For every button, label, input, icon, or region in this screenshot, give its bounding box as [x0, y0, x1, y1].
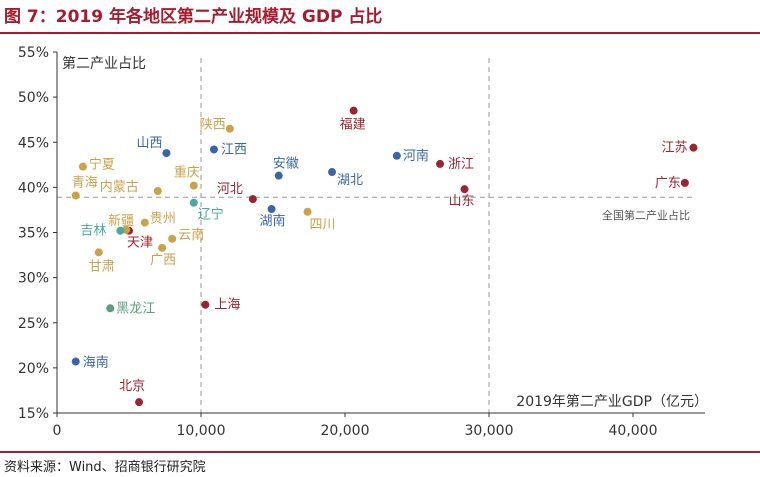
source-note: 资料来源：Wind、招商银行研究院 — [4, 460, 206, 475]
y-tick-label: 25% — [18, 316, 49, 332]
point-甘肃 — [94, 248, 103, 257]
label-山西: 山西 — [136, 136, 162, 151]
y-tick-label: 40% — [18, 180, 49, 196]
y-tick-label: 30% — [18, 271, 49, 287]
title-divider — [0, 32, 760, 34]
point-宁夏 — [78, 162, 87, 171]
label-海南: 海南 — [83, 355, 109, 371]
label-广西: 广西 — [150, 253, 176, 268]
label-北京: 北京 — [119, 379, 145, 394]
point-云南 — [168, 234, 177, 243]
point-福建 — [349, 106, 358, 115]
label-安徽: 安徽 — [273, 157, 299, 172]
point-重庆 — [189, 181, 198, 190]
point-江苏 — [689, 143, 698, 152]
label-云南: 云南 — [178, 227, 204, 243]
label-甘肃: 甘肃 — [89, 259, 115, 274]
label-青海: 青海 — [72, 175, 98, 190]
label-重庆: 重庆 — [174, 165, 200, 181]
point-广东 — [680, 178, 689, 187]
y-tick-label: 45% — [18, 135, 49, 151]
x-tick-label: 0 — [53, 423, 62, 439]
point-贵州 — [140, 218, 149, 227]
label-陕西: 陕西 — [200, 118, 226, 133]
point-安徽 — [274, 171, 283, 180]
point-广西 — [158, 243, 167, 252]
label-内蒙古: 内蒙古 — [100, 179, 139, 195]
y-tick-label: 20% — [18, 361, 49, 377]
label-新疆: 新疆 — [108, 213, 134, 229]
label-山东: 山东 — [449, 194, 475, 209]
label-吉林: 吉林 — [80, 224, 106, 239]
point-内蒙古 — [153, 186, 162, 195]
label-天津: 天津 — [127, 236, 153, 251]
y-tick-label: 35% — [18, 226, 49, 242]
label-江西: 江西 — [221, 142, 247, 157]
label-辽宁: 辽宁 — [198, 207, 224, 223]
national-average-label: 全国第二产业占比 — [602, 208, 690, 222]
point-山西 — [162, 149, 171, 158]
figure-title: 图 7：2019 年各地区第二产业规模及 GDP 占比 — [4, 7, 383, 27]
point-辽宁 — [189, 198, 198, 207]
label-湖北: 湖北 — [337, 173, 363, 188]
point-河南 — [392, 151, 401, 160]
x-tick-label: 30,000 — [465, 423, 514, 439]
label-浙江: 浙江 — [448, 157, 474, 172]
label-河北: 河北 — [217, 182, 243, 197]
label-福建: 福建 — [340, 118, 366, 133]
label-上海: 上海 — [214, 298, 240, 313]
point-吉林 — [116, 226, 125, 235]
data-points — [71, 106, 698, 407]
label-湖南: 湖南 — [260, 213, 286, 229]
point-海南 — [71, 357, 80, 366]
x-tick-label: 20,000 — [321, 423, 370, 439]
point-陕西 — [225, 124, 234, 133]
y-tick-label: 50% — [18, 90, 49, 106]
point-湖南 — [267, 205, 276, 214]
x-tick-label: 10,000 — [177, 423, 226, 439]
reference-lines — [57, 58, 695, 413]
point-北京 — [135, 398, 144, 407]
x-tick-label: 40,000 — [609, 423, 658, 439]
point-江西 — [209, 145, 218, 154]
point-四川 — [303, 207, 312, 216]
point-湖北 — [328, 168, 337, 177]
point-河北 — [248, 195, 257, 204]
point-上海 — [201, 300, 210, 309]
y-axis-label: 第二产业占比 — [62, 55, 146, 72]
point-浙江 — [436, 159, 445, 168]
label-河南: 河南 — [403, 148, 429, 164]
label-江苏: 江苏 — [661, 140, 687, 156]
label-广东: 广东 — [655, 176, 681, 191]
point-黑龙江 — [106, 304, 115, 313]
label-四川: 四川 — [310, 218, 336, 233]
axes: 15% 20% 25% 30% 35% 40% 45% 50% 55% 0 10,000 20,000… — [18, 45, 705, 439]
y-tick-label: 15% — [18, 406, 49, 422]
label-宁夏: 宁夏 — [89, 157, 115, 173]
label-黑龙江: 黑龙江 — [116, 301, 155, 316]
footer-divider — [0, 451, 760, 453]
y-tick-label: 55% — [18, 45, 49, 61]
point-青海 — [71, 191, 80, 200]
x-axis-label: 2019年第二产业GDP（亿元） — [516, 393, 708, 410]
point-山东 — [460, 185, 469, 194]
label-贵州: 贵州 — [150, 212, 176, 227]
